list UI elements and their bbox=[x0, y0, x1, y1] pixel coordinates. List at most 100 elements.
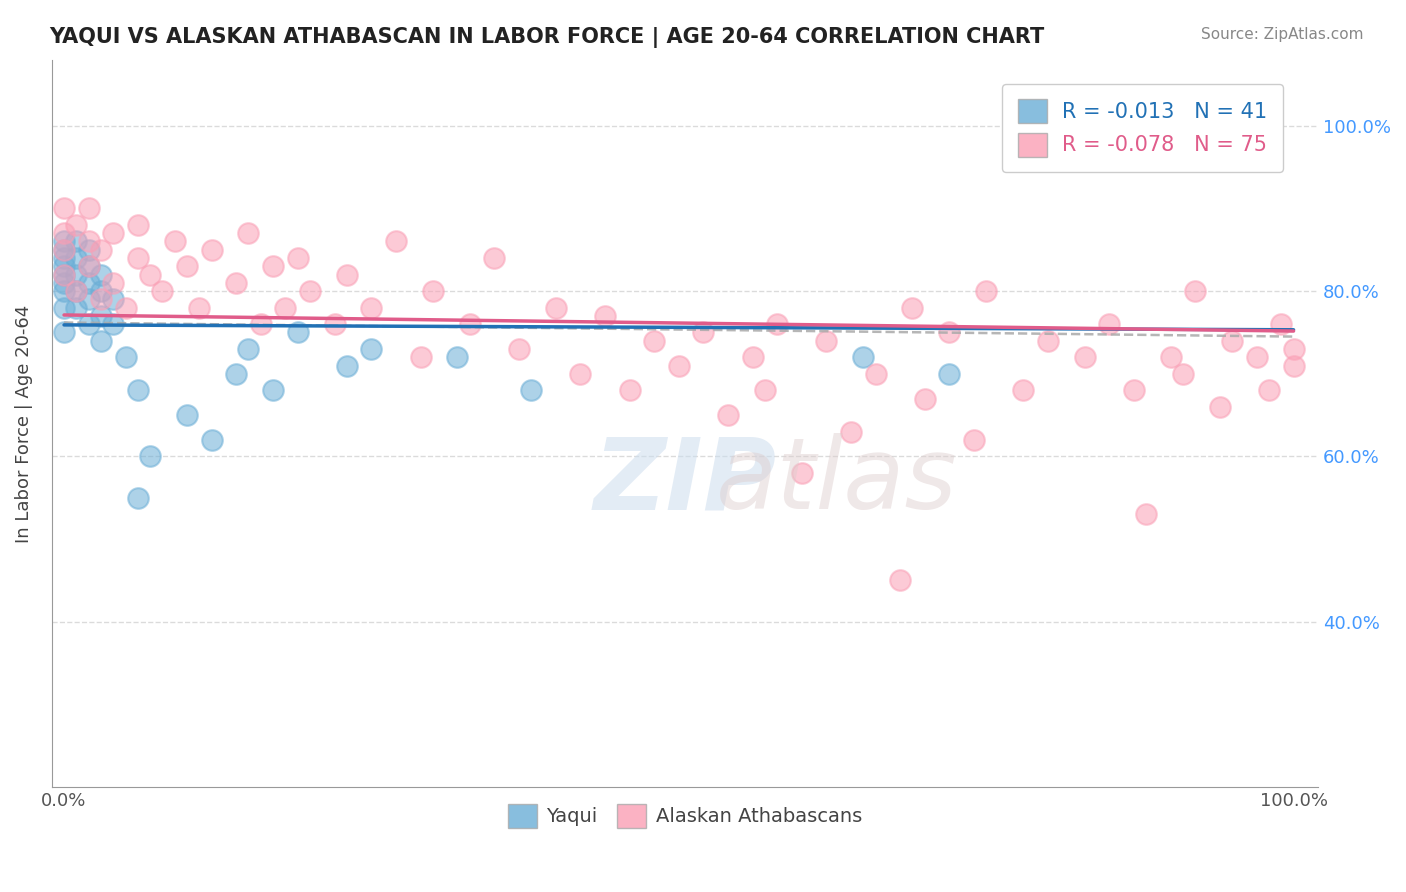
Point bbox=[287, 326, 309, 340]
Point bbox=[360, 342, 382, 356]
Point bbox=[176, 260, 198, 274]
Point bbox=[360, 301, 382, 315]
Point bbox=[53, 276, 76, 290]
Point bbox=[1135, 508, 1157, 522]
Point bbox=[65, 284, 87, 298]
Point bbox=[53, 268, 76, 282]
Point bbox=[103, 276, 125, 290]
Point bbox=[90, 293, 112, 307]
Point bbox=[53, 284, 76, 298]
Point bbox=[889, 574, 911, 588]
Point bbox=[103, 226, 125, 240]
Point bbox=[103, 317, 125, 331]
Point bbox=[619, 384, 641, 398]
Point bbox=[53, 301, 76, 315]
Point bbox=[754, 384, 776, 398]
Point bbox=[1246, 350, 1268, 364]
Point bbox=[53, 268, 76, 282]
Point bbox=[668, 359, 690, 373]
Point bbox=[938, 367, 960, 381]
Point bbox=[238, 226, 260, 240]
Point bbox=[127, 491, 149, 505]
Point bbox=[484, 251, 506, 265]
Point bbox=[53, 243, 76, 257]
Point bbox=[200, 433, 222, 447]
Point bbox=[139, 450, 162, 464]
Point bbox=[188, 301, 211, 315]
Text: Source: ZipAtlas.com: Source: ZipAtlas.com bbox=[1201, 27, 1364, 42]
Point bbox=[65, 301, 87, 315]
Point bbox=[139, 268, 162, 282]
Point bbox=[692, 326, 714, 340]
Point bbox=[163, 235, 186, 249]
Point bbox=[1220, 334, 1243, 348]
Point bbox=[77, 293, 100, 307]
Point bbox=[77, 202, 100, 216]
Point bbox=[790, 466, 813, 480]
Point bbox=[1209, 400, 1232, 414]
Point bbox=[127, 251, 149, 265]
Point bbox=[65, 268, 87, 282]
Point bbox=[1122, 384, 1144, 398]
Point bbox=[815, 334, 838, 348]
Point bbox=[249, 317, 271, 331]
Point bbox=[114, 301, 136, 315]
Point bbox=[409, 350, 432, 364]
Point bbox=[53, 260, 76, 274]
Point bbox=[323, 317, 346, 331]
Point bbox=[225, 276, 247, 290]
Point bbox=[385, 235, 408, 249]
Point bbox=[741, 350, 763, 364]
Point bbox=[77, 243, 100, 257]
Point bbox=[544, 301, 567, 315]
Point bbox=[1258, 384, 1281, 398]
Point bbox=[65, 218, 87, 232]
Point bbox=[1036, 334, 1059, 348]
Y-axis label: In Labor Force | Age 20-64: In Labor Force | Age 20-64 bbox=[15, 304, 32, 542]
Point bbox=[446, 350, 468, 364]
Point bbox=[77, 276, 100, 290]
Point bbox=[298, 284, 321, 298]
Point bbox=[1171, 367, 1194, 381]
Point bbox=[1282, 359, 1305, 373]
Point bbox=[336, 268, 359, 282]
Point bbox=[90, 284, 112, 298]
Point bbox=[287, 251, 309, 265]
Point bbox=[1270, 317, 1292, 331]
Point bbox=[1184, 284, 1206, 298]
Point bbox=[176, 408, 198, 422]
Point bbox=[1012, 384, 1035, 398]
Point bbox=[53, 326, 76, 340]
Point bbox=[77, 317, 100, 331]
Point bbox=[643, 334, 665, 348]
Point bbox=[238, 342, 260, 356]
Point bbox=[127, 218, 149, 232]
Text: ZIP: ZIP bbox=[593, 434, 776, 530]
Point bbox=[200, 243, 222, 257]
Point bbox=[1098, 317, 1121, 331]
Point bbox=[77, 260, 100, 274]
Point bbox=[520, 384, 543, 398]
Point bbox=[508, 342, 530, 356]
Point bbox=[839, 425, 862, 439]
Point bbox=[569, 367, 592, 381]
Point bbox=[901, 301, 924, 315]
Text: atlas: atlas bbox=[716, 434, 957, 530]
Point bbox=[90, 243, 112, 257]
Point bbox=[865, 367, 887, 381]
Point bbox=[458, 317, 481, 331]
Point bbox=[262, 384, 284, 398]
Point bbox=[717, 408, 740, 422]
Point bbox=[336, 359, 359, 373]
Point bbox=[852, 350, 875, 364]
Point bbox=[53, 251, 76, 265]
Point bbox=[90, 309, 112, 323]
Point bbox=[65, 235, 87, 249]
Text: YAQUI VS ALASKAN ATHABASCAN IN LABOR FORCE | AGE 20-64 CORRELATION CHART: YAQUI VS ALASKAN ATHABASCAN IN LABOR FOR… bbox=[49, 27, 1045, 48]
Point bbox=[938, 326, 960, 340]
Point bbox=[65, 284, 87, 298]
Point bbox=[53, 226, 76, 240]
Point bbox=[1073, 350, 1095, 364]
Point bbox=[53, 235, 76, 249]
Point bbox=[274, 301, 297, 315]
